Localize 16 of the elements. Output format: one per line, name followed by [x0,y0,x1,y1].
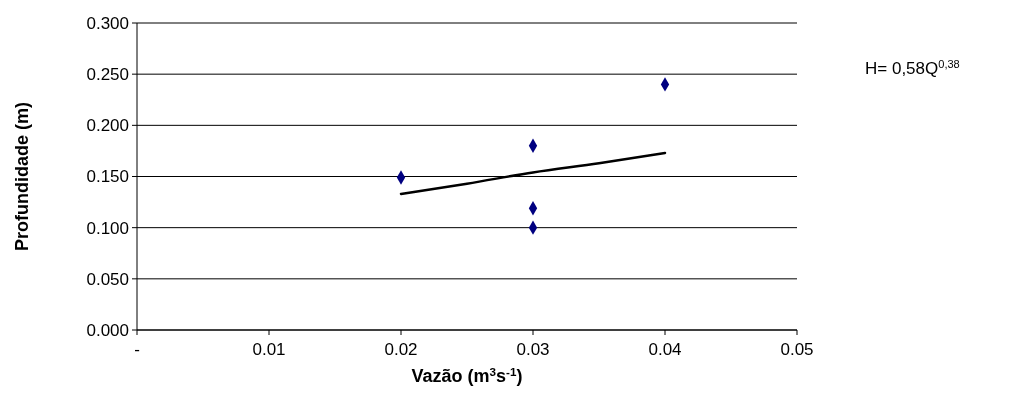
x-axis-title: Vazão (m$^{3}$s$^{-1}$) [411,364,523,386]
y-tick-label: 0.300 [86,13,129,33]
x-tick-label: 0.03 [516,340,550,359]
y-tick-label: 0.250 [86,65,129,85]
y-tick-label: 0.050 [86,269,129,289]
y-tick-label: 0.100 [86,218,129,238]
x-tick-label: 0.02 [384,340,418,359]
x-tick-label: 0.01 [252,340,286,359]
x-tick-label: - [134,340,140,359]
y-axis-title: Profundidade (m) [12,102,32,251]
x-tick-label: 0.05 [780,340,814,359]
y-tick-label: 0.200 [86,116,129,136]
y-tick-label: 0.150 [86,167,129,187]
y-tick-label: 0.000 [86,320,129,340]
x-tick-label: 0.04 [648,340,682,359]
text: H= 0,58Q$^{0,38}$ [865,58,960,78]
